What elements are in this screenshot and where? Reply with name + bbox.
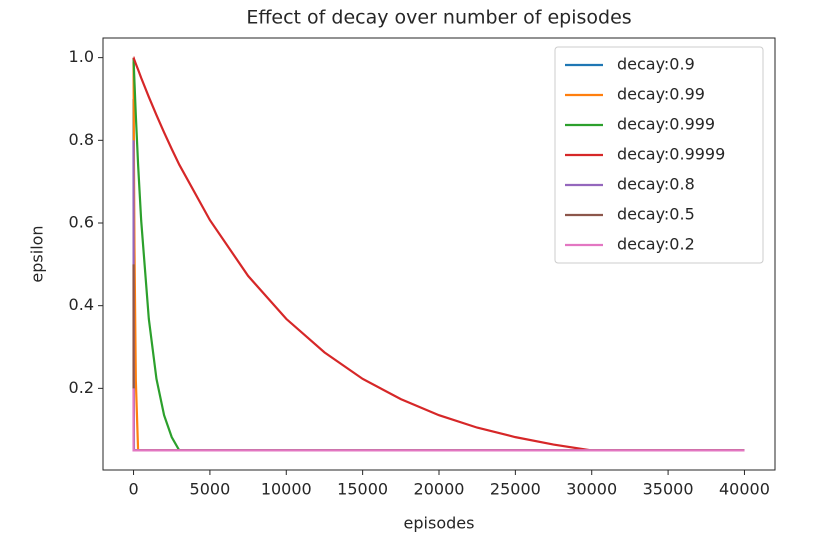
y-tick-label: 0.2 — [69, 378, 94, 397]
y-tick-label: 0.6 — [69, 212, 94, 231]
x-tick-label: 15000 — [337, 480, 388, 499]
legend-label: decay:0.9 — [617, 55, 695, 74]
legend-label: decay:0.2 — [617, 235, 695, 254]
series-line — [132, 264, 745, 452]
legend-label: decay:0.5 — [617, 205, 695, 224]
series-line — [132, 56, 745, 452]
legend-label: decay:0.9999 — [617, 145, 725, 164]
x-tick-label: 35000 — [643, 480, 694, 499]
y-tick-label: 0.4 — [69, 295, 94, 314]
legend-box — [554, 46, 764, 264]
y-tick-label: 1.0 — [69, 47, 94, 66]
y-tick-label: 0.8 — [69, 130, 94, 149]
x-tick-label: 25000 — [490, 480, 541, 499]
x-tick-label: 5000 — [190, 480, 231, 499]
legend-label: decay:0.999 — [617, 115, 715, 134]
series-line — [132, 388, 745, 452]
x-tick-label: 30000 — [566, 480, 617, 499]
plot-frame — [102, 37, 776, 471]
chart-title: Effect of decay over number of episodes — [246, 7, 631, 29]
x-tick-label: 0 — [128, 480, 138, 499]
x-tick-label: 40000 — [719, 480, 770, 499]
x-axis-label: episodes — [404, 514, 475, 533]
legend-label: decay:0.8 — [617, 175, 695, 194]
x-tick-label: 10000 — [261, 480, 312, 499]
x-tick-label: 20000 — [414, 480, 465, 499]
y-axis-label: epsilon — [28, 225, 47, 282]
legend-label: decay:0.99 — [617, 85, 705, 104]
